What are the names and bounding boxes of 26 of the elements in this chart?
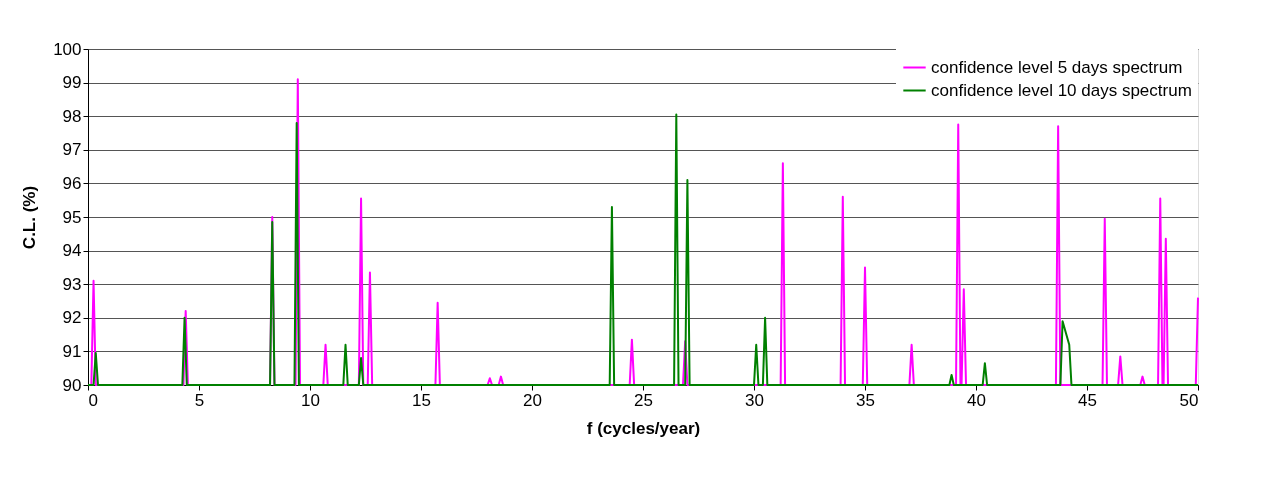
x-tick-label: 35 (856, 390, 875, 410)
x-tick-label: 15 (412, 390, 431, 410)
y-tick-label: 91 (62, 341, 82, 361)
x-tick-label: 25 (634, 390, 653, 410)
y-tick-label: 98 (62, 106, 82, 126)
y-tick-label: 96 (62, 173, 82, 193)
legend-label: confidence level 5 days spectrum (931, 57, 1183, 77)
x-tick-label: 30 (745, 390, 764, 410)
y-tick-label: 93 (62, 274, 82, 294)
x-tick-label: 20 (523, 390, 542, 410)
y-tick-label: 99 (62, 73, 82, 93)
x-tick-label: 45 (1078, 390, 1097, 410)
x-tick-label: 50 (1179, 390, 1199, 410)
y-tick-label: 97 (62, 140, 82, 160)
y-axis-title: C.L. (%) (20, 185, 40, 250)
y-tick-label: 100 (53, 39, 82, 59)
y-tick-label: 95 (62, 207, 82, 227)
legend-label: confidence level 10 days spectrum (931, 80, 1192, 100)
y-tick-label: 94 (62, 241, 82, 261)
x-tick-label: 5 (194, 390, 205, 410)
y-tick-label: 90 (62, 375, 82, 395)
x-tick-label: 0 (88, 390, 98, 410)
x-axis-title: f (cycles/year) (586, 418, 701, 438)
x-tick-label: 40 (967, 390, 986, 410)
y-tick-label: 92 (62, 308, 82, 328)
x-tick-label: 10 (301, 390, 320, 410)
